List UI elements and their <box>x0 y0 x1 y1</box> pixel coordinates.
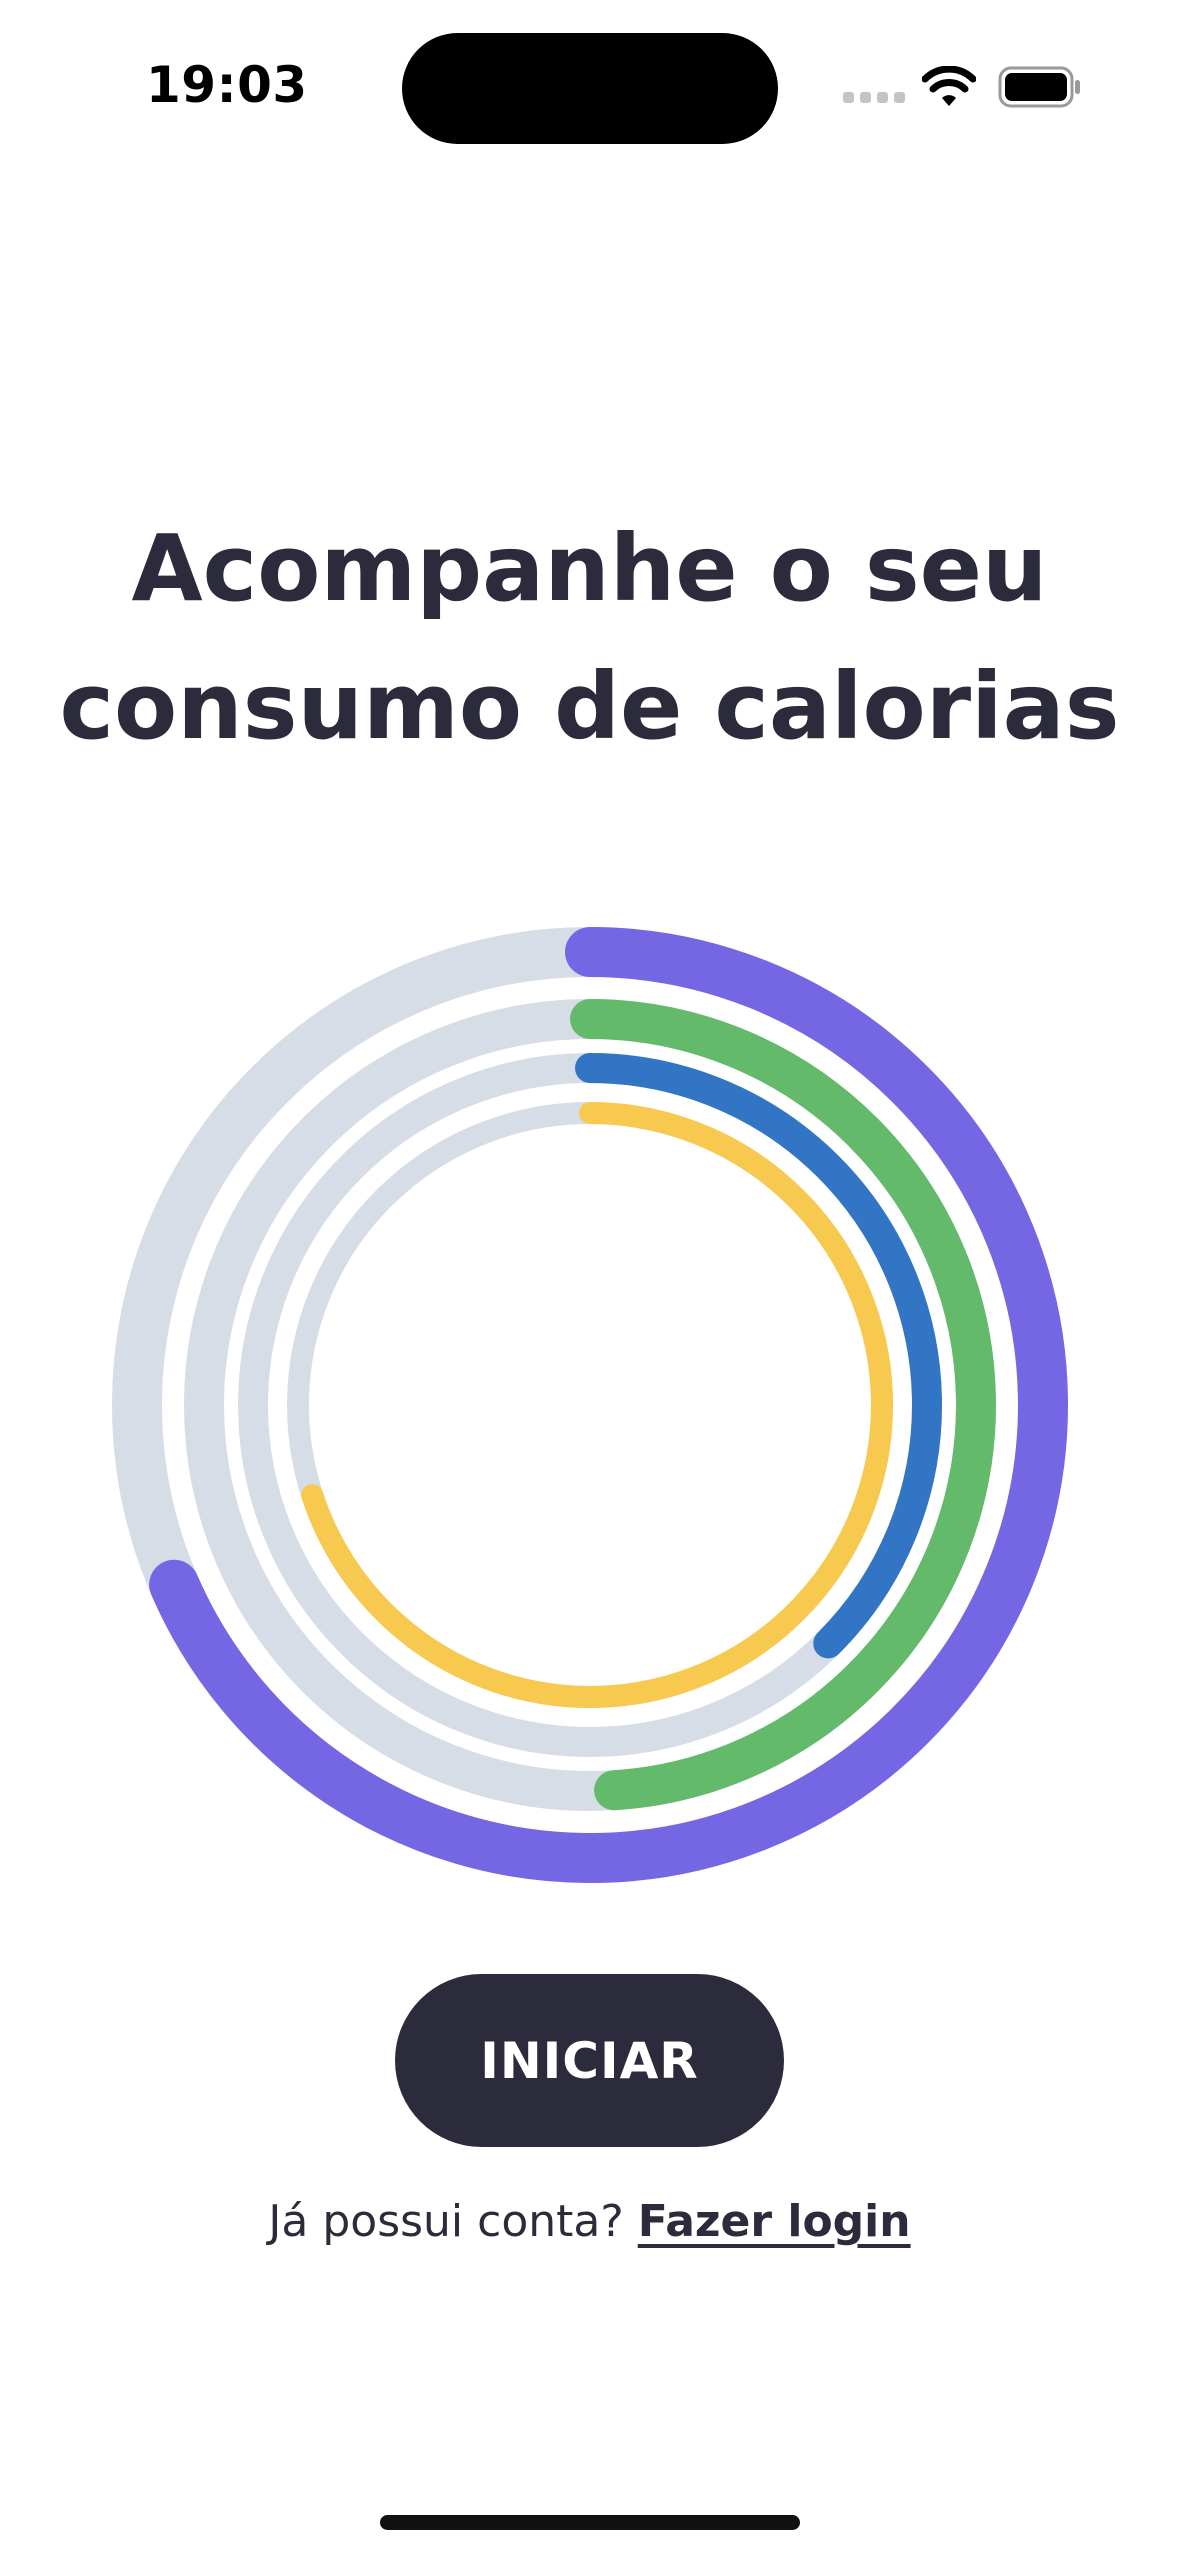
green-ring-track <box>184 999 996 1811</box>
status-bar: 19:03 <box>0 0 1179 170</box>
login-link[interactable]: Fazer login <box>637 2196 911 2247</box>
cellular-signal-icon <box>843 92 905 104</box>
green-ring <box>184 999 996 1811</box>
purple-ring-track <box>112 927 1068 1883</box>
wifi-icon <box>922 66 976 106</box>
page-title-line-1: Acompanhe o seu <box>131 515 1048 622</box>
login-prompt-line: Já possui conta? Fazer login <box>0 2196 1179 2247</box>
home-indicator <box>380 2515 800 2530</box>
purple-ring <box>112 927 1068 1883</box>
dynamic-island <box>402 33 778 144</box>
battery-full-icon <box>998 66 1080 108</box>
status-time: 19:03 <box>146 56 308 114</box>
login-prompt-text: Já possui conta? <box>268 2196 624 2247</box>
page-title-line-2: consumo de calorias <box>59 653 1120 760</box>
blue-ring-track <box>238 1053 942 1757</box>
start-button[interactable]: INICIAR <box>395 1974 784 2147</box>
page-title: Acompanhe o seu consumo de calorias <box>0 500 1179 776</box>
yellow-ring <box>287 1102 893 1708</box>
blue-ring <box>238 1053 942 1757</box>
yellow-ring-track <box>287 1102 893 1708</box>
